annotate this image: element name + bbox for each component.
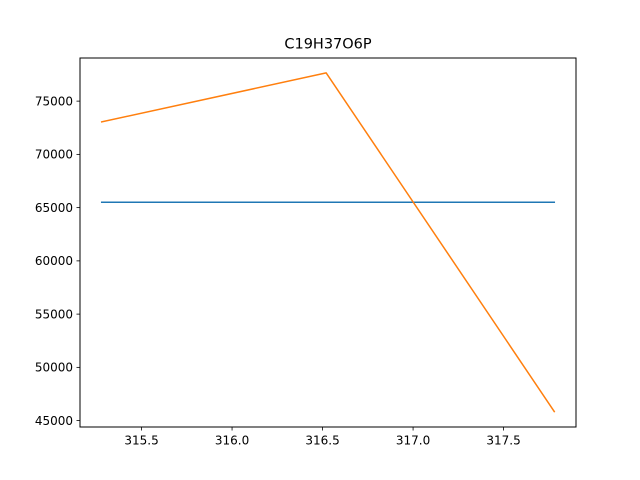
x-axis: 315.5 316.0 316.5 317.0 317.5 bbox=[124, 427, 521, 448]
y-tick-label: 65000 bbox=[35, 201, 73, 215]
y-tick-label: 55000 bbox=[35, 307, 73, 321]
chart-title: C19H37O6P bbox=[284, 37, 372, 53]
y-tick-label: 50000 bbox=[35, 361, 73, 375]
x-tick-label: 316.0 bbox=[215, 434, 249, 448]
x-tick-label: 317.5 bbox=[486, 434, 520, 448]
series-line-2 bbox=[100, 72, 556, 413]
y-tick-label: 60000 bbox=[35, 254, 73, 268]
y-tick-label: 45000 bbox=[35, 414, 73, 428]
x-tick-label: 317.0 bbox=[396, 434, 430, 448]
series-layer bbox=[100, 72, 556, 413]
x-tick-label: 315.5 bbox=[124, 434, 158, 448]
plot-area-frame bbox=[79, 57, 577, 428]
y-tick-label: 75000 bbox=[35, 94, 73, 108]
y-tick-label: 70000 bbox=[35, 148, 73, 162]
x-tick-label: 316.5 bbox=[305, 434, 339, 448]
y-axis: 45000 50000 55000 60000 65000 70000 75000 bbox=[35, 94, 80, 428]
